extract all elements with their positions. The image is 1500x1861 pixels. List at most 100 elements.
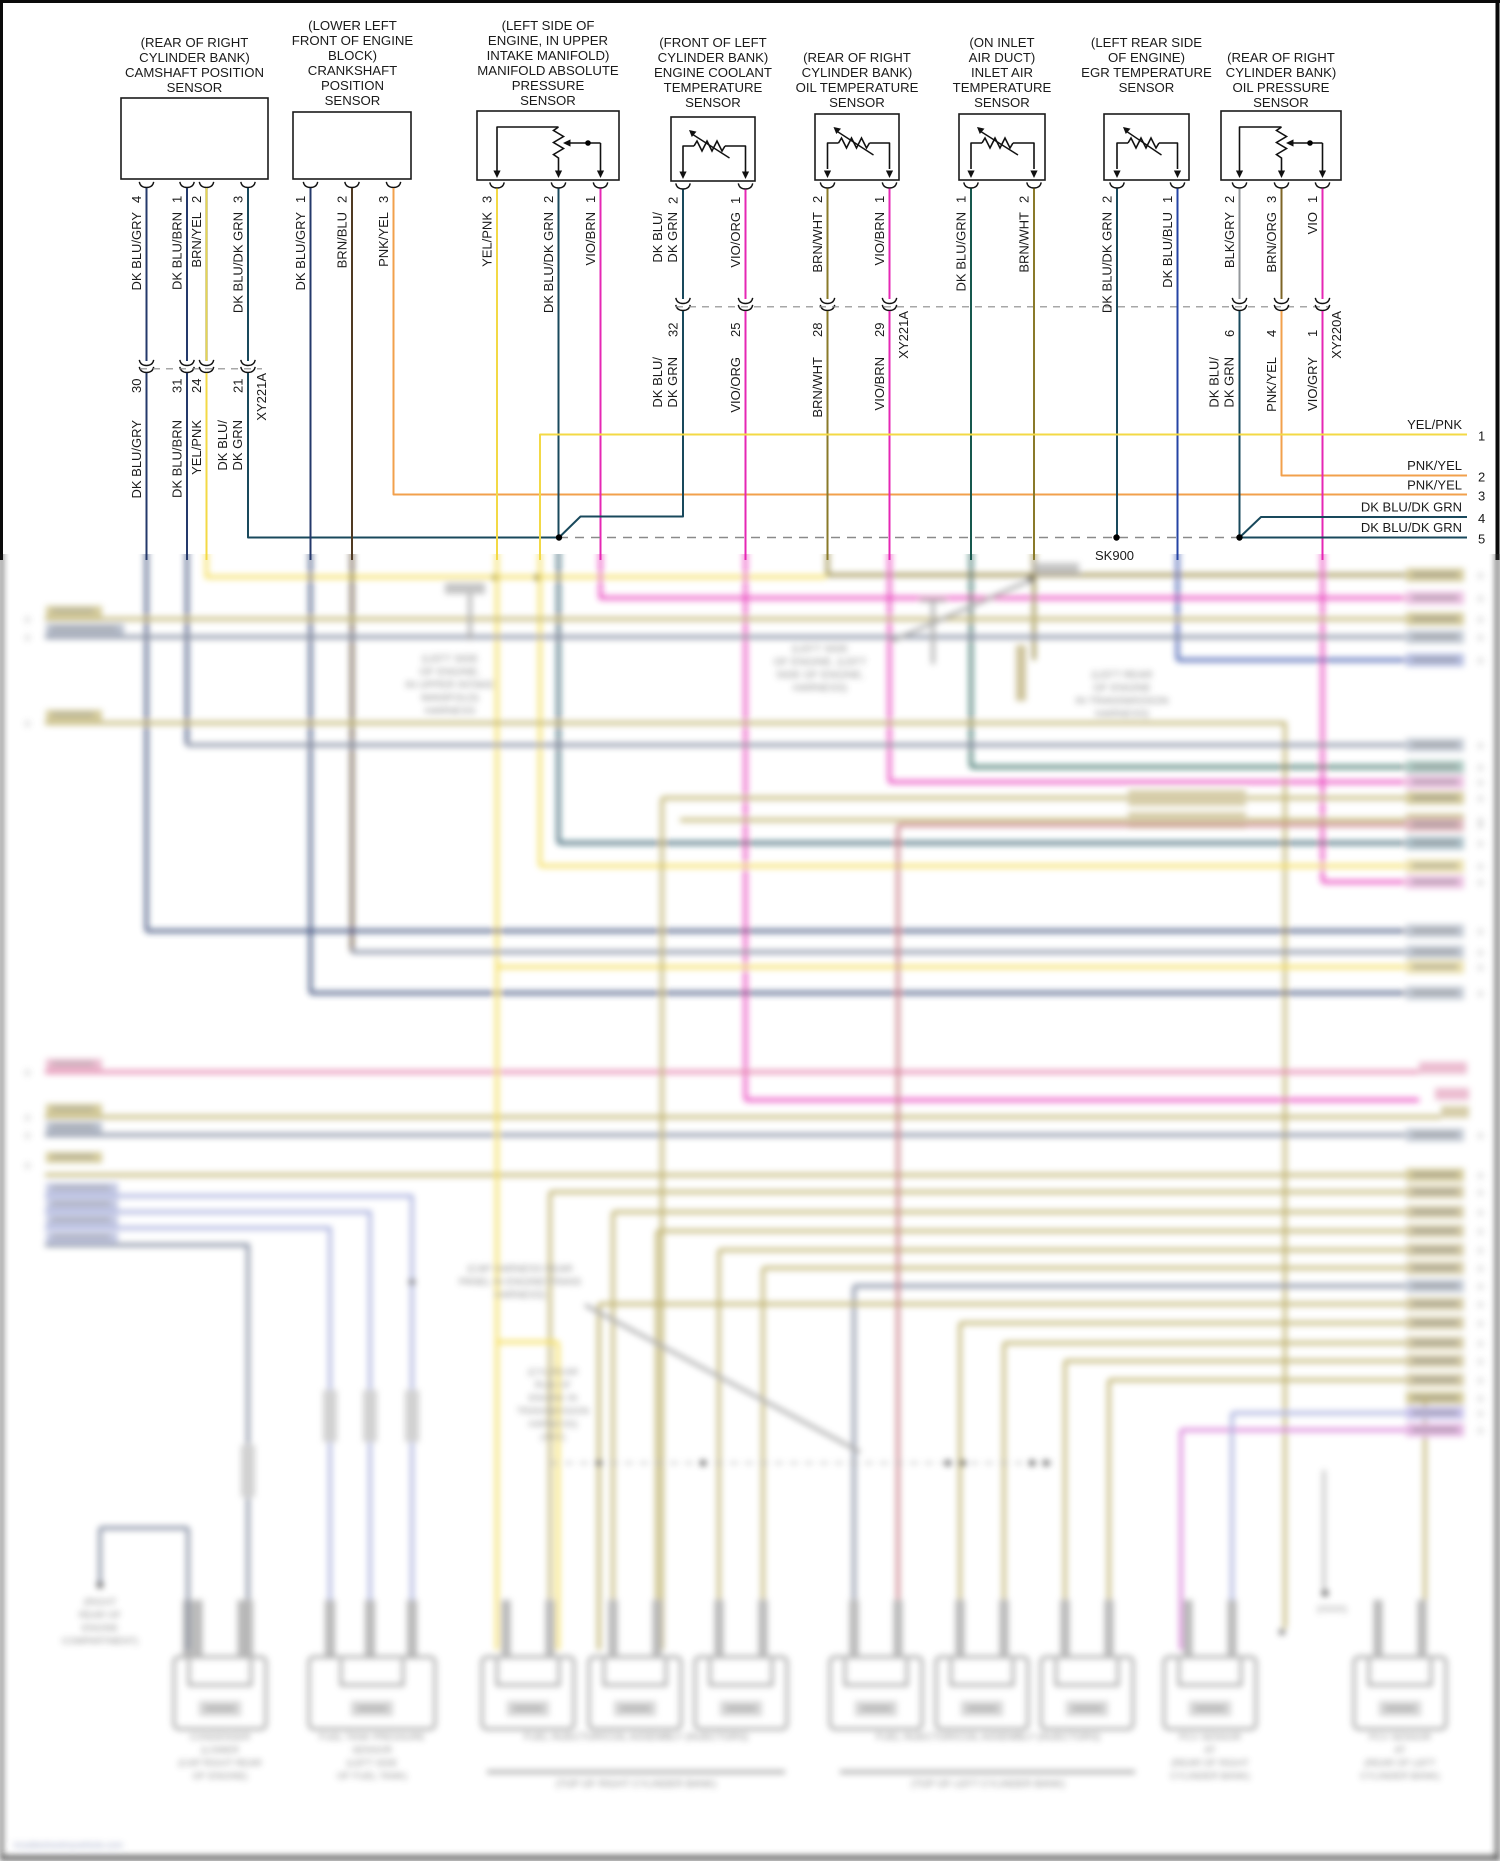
svg-text:0: 0 — [25, 719, 30, 729]
svg-text:FUEL INJECTOR/COIL ASSEMBLY (I: FUEL INJECTOR/COIL ASSEMBLY (INJECTORS) — [524, 1732, 749, 1743]
svg-text:0: 0 — [25, 615, 30, 625]
svg-text:AIR DUCT): AIR DUCT) — [969, 50, 1036, 65]
svg-text:1: 1 — [1305, 196, 1320, 203]
svg-text:(LOWER LEFT: (LOWER LEFT — [308, 18, 397, 33]
svg-text:0: 0 — [1478, 948, 1483, 958]
svg-text:FRONT OF ENGINE: FRONT OF ENGINE — [292, 33, 414, 48]
svg-text:(XXXX): (XXXX) — [1317, 1604, 1347, 1614]
svg-text:(RIGHT: (RIGHT — [84, 1597, 117, 1608]
svg-text:1: 1 — [293, 196, 308, 203]
svg-text:CYLINDER BANK): CYLINDER BANK) — [1360, 1771, 1440, 1782]
svg-text:OF ENGINE, (LEFT: OF ENGINE, (LEFT — [774, 656, 867, 668]
svg-text:CRANKSHAFT: CRANKSHAFT — [308, 63, 397, 78]
svg-text:troubleshootmyvehicle.com: troubleshootmyvehicle.com — [14, 1840, 123, 1850]
svg-text:1: 1 — [954, 196, 969, 203]
svg-text:0: 0 — [25, 633, 30, 643]
svg-text:DK BLU/DK GRN: DK BLU/DK GRN — [231, 212, 246, 313]
svg-text:1: 1 — [583, 196, 598, 203]
svg-text:HARNESS): HARNESS) — [1095, 708, 1149, 720]
svg-text:DK BLU/GRY: DK BLU/GRY — [293, 212, 308, 291]
svg-text:OIL PRESSURE: OIL PRESSURE — [1233, 80, 1330, 95]
svg-text:SENSOR: SENSOR — [829, 95, 885, 110]
svg-text:4: 4 — [129, 196, 144, 203]
svg-text:DK BLU/DK GRN: DK BLU/DK GRN — [1361, 500, 1462, 515]
svg-text:TEMPERATURE: TEMPERATURE — [664, 80, 763, 95]
svg-text:SENSOR: SENSOR — [1119, 80, 1175, 95]
svg-text:6: 6 — [1222, 330, 1237, 337]
svg-text:0: 0 — [1478, 794, 1483, 804]
svg-text:PRESSURE: PRESSURE — [512, 78, 585, 93]
svg-text:PCV SENSOR: PCV SENSOR — [1369, 1732, 1431, 1743]
svg-text:DK BLU/GRY: DK BLU/GRY — [129, 420, 144, 499]
svg-text:0: 0 — [25, 1131, 30, 1141]
svg-text:YEL/PNK: YEL/PNK — [480, 212, 495, 267]
svg-text:3: 3 — [1478, 489, 1485, 504]
svg-text:VIO/BRN: VIO/BRN — [872, 212, 887, 265]
svg-text:(REAR OF RIGHT: (REAR OF RIGHT — [1227, 50, 1335, 65]
svg-text:INTAKE MANIFOLD): INTAKE MANIFOLD) — [487, 48, 610, 63]
svg-text:(REAR OF LEFT: (REAR OF LEFT — [1364, 1758, 1435, 1769]
svg-text:SENSOR: SENSOR — [325, 93, 381, 108]
svg-text:IN TRANSMISSION: IN TRANSMISSION — [1075, 695, 1168, 707]
svg-text:(XXX): (XXX) — [540, 1432, 565, 1443]
svg-text:0: 0 — [25, 1161, 30, 1171]
svg-text:1: 1 — [728, 197, 743, 204]
svg-text:28: 28 — [810, 323, 825, 337]
svg-text:VIO/ORG: VIO/ORG — [728, 357, 743, 413]
svg-text:0: 0 — [1478, 1319, 1483, 1329]
svg-text:HARNESS): HARNESS) — [494, 1290, 546, 1301]
svg-text:0: 0 — [1478, 1227, 1483, 1237]
svg-text:0: 0 — [1478, 927, 1483, 937]
svg-text:OF ENGINE,: OF ENGINE, — [420, 666, 481, 678]
svg-text:0: 0 — [1478, 862, 1483, 872]
svg-text:BLK/GRY: BLK/GRY — [1222, 212, 1237, 268]
svg-text:BLOCK): BLOCK) — [328, 48, 377, 63]
svg-text:DK BLU/DK GRN: DK BLU/DK GRN — [1100, 212, 1115, 313]
svg-text:BRN/ORG: BRN/ORG — [1264, 212, 1279, 273]
svg-text:SIDE OF ENGINE,: SIDE OF ENGINE, — [776, 669, 864, 681]
svg-text:AT: AT — [1204, 1745, 1216, 1756]
svg-text:3: 3 — [480, 196, 495, 203]
svg-text:(LEFT REAR SIDE: (LEFT REAR SIDE — [1091, 35, 1202, 50]
svg-text:0: 0 — [1478, 839, 1483, 849]
svg-text:VIO/GRY: VIO/GRY — [1305, 357, 1320, 411]
svg-text:(REAR OF RIGHT: (REAR OF RIGHT — [141, 35, 249, 50]
svg-text:ENGINE COOLANT: ENGINE COOLANT — [654, 65, 772, 80]
svg-text:0: 0 — [1478, 1376, 1483, 1386]
svg-text:(LEFT SIDE: (LEFT SIDE — [792, 643, 848, 655]
svg-text:HARNESS): HARNESS) — [528, 1419, 577, 1430]
svg-text:25: 25 — [728, 323, 743, 337]
svg-text:SENSOR: SENSOR — [167, 80, 223, 95]
svg-text:SENSOR: SENSOR — [685, 95, 741, 110]
svg-text:OIL TEMPERATURE: OIL TEMPERATURE — [796, 80, 919, 95]
svg-text:(REAR OF RIGHT: (REAR OF RIGHT — [1171, 1758, 1249, 1769]
svg-text:0: 0 — [1478, 1300, 1483, 1310]
svg-text:(ON INLET: (ON INLET — [969, 35, 1034, 50]
svg-text:(TOP OF RIGHT CYLINDER BANK): (TOP OF RIGHT CYLINDER BANK) — [556, 1779, 717, 1790]
svg-text:(LEFT SIDE OF: (LEFT SIDE OF — [502, 18, 595, 33]
svg-text:POSITION: POSITION — [321, 78, 384, 93]
svg-text:DK BLU/: DK BLU/ — [215, 420, 230, 471]
svg-text:PNK/YEL: PNK/YEL — [1264, 357, 1279, 412]
svg-text:5: 5 — [1478, 532, 1485, 547]
svg-text:2: 2 — [1478, 470, 1485, 485]
svg-text:REAR OF: REAR OF — [79, 1610, 121, 1621]
svg-text:0: 0 — [1478, 615, 1483, 625]
svg-text:BRN/WHT: BRN/WHT — [810, 212, 825, 273]
svg-text:DK BLU/BRN: DK BLU/BRN — [170, 212, 185, 290]
svg-text:AT: AT — [1394, 1745, 1406, 1756]
svg-text:31: 31 — [170, 379, 185, 393]
svg-text:0: 0 — [1478, 816, 1483, 826]
svg-text:IN UPPER INTAKE: IN UPPER INTAKE — [405, 679, 495, 691]
svg-text:DK BLU/: DK BLU/ — [1207, 357, 1222, 408]
svg-text:1: 1 — [1478, 429, 1485, 444]
svg-text:TRANSMISSION: TRANSMISSION — [517, 1406, 589, 1417]
svg-text:0: 0 — [25, 1113, 30, 1123]
svg-text:DK GRN: DK GRN — [665, 212, 680, 263]
svg-text:2: 2 — [335, 196, 350, 203]
svg-text:FUEL INJECTOR/COIL ASSEMBLY (I: FUEL INJECTOR/COIL ASSEMBLY (INJECTORS) — [876, 1732, 1101, 1743]
svg-text:(CYL REAR: (CYL REAR — [528, 1367, 578, 1378]
svg-text:0: 0 — [1478, 1131, 1483, 1141]
svg-text:MANIFOLD ABSOLUTE: MANIFOLD ABSOLUTE — [477, 63, 619, 78]
svg-text:1: 1 — [872, 196, 887, 203]
